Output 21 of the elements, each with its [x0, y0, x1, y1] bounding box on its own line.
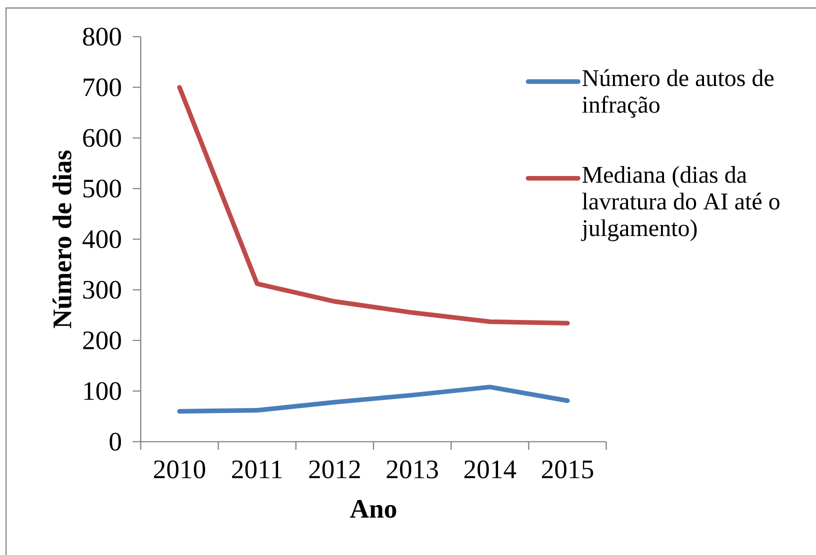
y-tick-label: 500	[84, 180, 121, 198]
x-tick-label: 2015	[542, 460, 594, 478]
line-series	[177, 85, 570, 326]
y-tick-label: 300	[83, 280, 121, 299]
x-axis-title: Ano	[350, 500, 396, 518]
y-tick-label: 100	[84, 382, 121, 400]
x-tick-label: 2010	[154, 460, 206, 478]
y-tick-label: 600	[83, 128, 121, 147]
y-tick-label: 700	[84, 78, 121, 96]
legend-label: Número de autos de infração	[582, 69, 774, 118]
y-tick-label: 0	[110, 432, 121, 451]
y-axis-title: Número de dias	[52, 150, 72, 328]
y-tick-label: 200	[83, 331, 121, 350]
x-tick-label: 2012	[309, 460, 360, 478]
legend-label: Mediana (dias da lavratura do AI até o julgamento)	[581, 166, 780, 242]
line-series	[177, 384, 570, 414]
x-tick-label: 2011	[232, 460, 282, 478]
y-tick-label: 400	[82, 230, 121, 248]
x-tick-label: 2013	[386, 460, 438, 478]
x-tick-label: 2014	[464, 460, 516, 478]
y-tick-label: 800	[83, 28, 121, 46]
